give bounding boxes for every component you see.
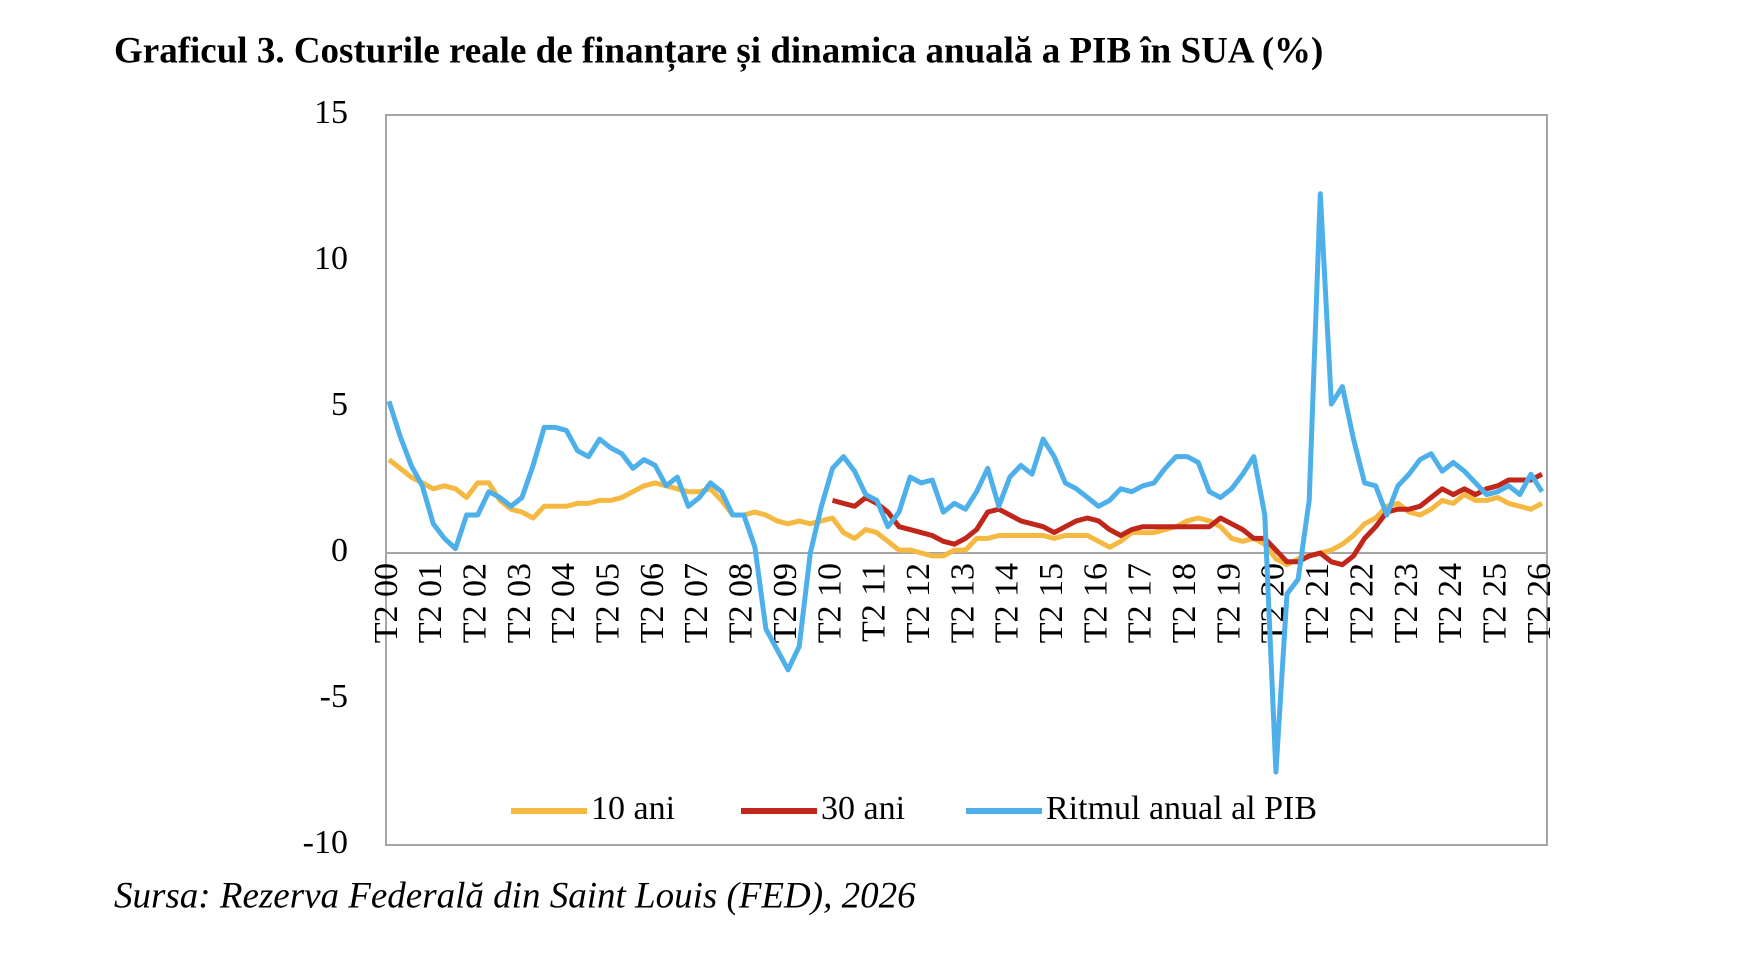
y-tick-label: 5 bbox=[331, 386, 348, 423]
y-tick-label: 10 bbox=[314, 240, 348, 277]
x-tick-label: T2 04 bbox=[545, 563, 582, 643]
y-tick-label: 0 bbox=[331, 532, 348, 569]
series-line bbox=[831, 471, 1544, 568]
y-tick-label: -10 bbox=[303, 824, 348, 861]
x-tick-label: T2 03 bbox=[501, 563, 538, 643]
x-tick-label: T2 25 bbox=[1476, 563, 1513, 643]
x-tick-label: T2 00 bbox=[368, 563, 405, 643]
x-tick-label: T2 17 bbox=[1122, 563, 1159, 643]
series-line bbox=[386, 191, 1545, 775]
legend-label: Ritmul anual al PIB bbox=[1046, 790, 1317, 827]
legend-label: 10 ani bbox=[591, 790, 675, 827]
series-line bbox=[387, 457, 1544, 568]
x-tick-label: T2 16 bbox=[1077, 563, 1114, 643]
x-tick-label: T2 12 bbox=[900, 563, 937, 643]
x-tick-label: T2 22 bbox=[1343, 563, 1380, 643]
legend-label: 30 ani bbox=[821, 790, 905, 827]
x-tick-label: T2 10 bbox=[811, 563, 848, 643]
x-tick-label: T2 08 bbox=[723, 563, 760, 643]
x-tick-label: T2 23 bbox=[1388, 563, 1425, 643]
x-tick-label: T2 26 bbox=[1521, 563, 1558, 643]
x-tick-label: T2 19 bbox=[1210, 563, 1247, 643]
x-tick-label: T2 07 bbox=[678, 563, 715, 643]
x-tick-label: T2 11 bbox=[856, 563, 893, 642]
x-tick-label: T2 06 bbox=[634, 563, 671, 643]
chart-title: Graficul 3. Costurile reale de finanțare… bbox=[114, 30, 1323, 72]
x-tick-label: T2 05 bbox=[590, 563, 627, 643]
x-tick-label: T2 09 bbox=[767, 563, 804, 643]
source: Sursa: Rezerva Federală din Saint Louis … bbox=[114, 875, 916, 916]
x-tick-label: T2 15 bbox=[1033, 563, 1070, 643]
x-tick-label: T2 21 bbox=[1299, 563, 1336, 643]
x-tick-label: T2 18 bbox=[1166, 563, 1203, 643]
x-tick-label: T2 01 bbox=[412, 563, 449, 643]
y-tick-label: -5 bbox=[320, 678, 348, 715]
x-tick-label: T2 13 bbox=[944, 563, 981, 643]
x-tick-label: T2 14 bbox=[989, 563, 1026, 643]
x-tick-label: T2 02 bbox=[456, 563, 493, 643]
plot-frame bbox=[385, 114, 1548, 846]
x-tick-label: T2 24 bbox=[1432, 563, 1469, 643]
y-tick-label: 15 bbox=[314, 94, 348, 131]
